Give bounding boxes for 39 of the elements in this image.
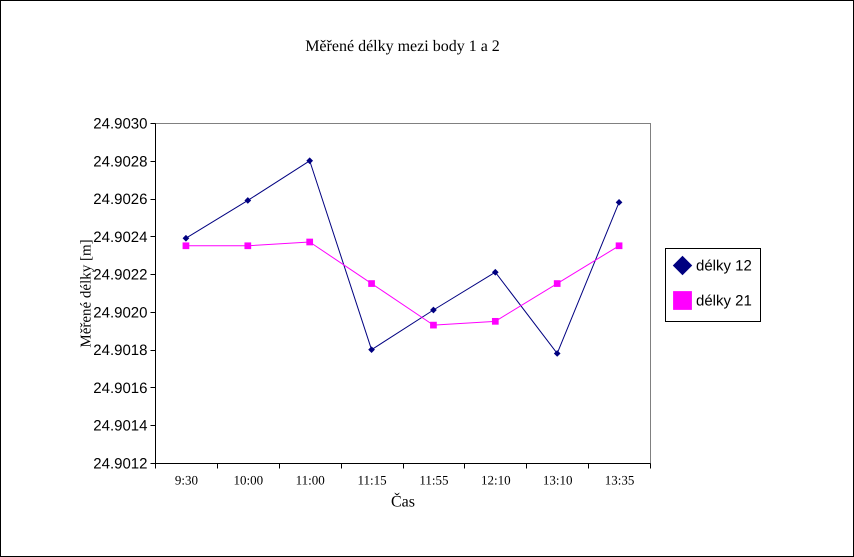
y-tick-label: 24.9024 xyxy=(93,228,148,246)
point xyxy=(306,238,314,246)
legend-label: délky 21 xyxy=(696,292,752,310)
x-tick-label: 13:35 xyxy=(604,472,634,488)
y-tick-label: 24.9020 xyxy=(93,304,148,322)
x-tick-label: 13:10 xyxy=(542,472,572,488)
y-tick-label: 24.9028 xyxy=(93,153,148,170)
point xyxy=(616,242,622,250)
point xyxy=(306,157,314,164)
y-axis-title: Měřené délky [m] xyxy=(78,239,94,348)
point xyxy=(244,197,252,204)
x-axis-title: Čas xyxy=(391,492,415,510)
y-tick-label: 24.9012 xyxy=(93,456,148,472)
x-tick-label: 9:30 xyxy=(174,472,198,488)
point xyxy=(430,322,437,328)
point xyxy=(492,268,499,276)
point xyxy=(182,234,190,242)
point xyxy=(554,350,561,357)
point xyxy=(492,318,499,325)
y-tick-label: 24.9016 xyxy=(93,380,148,397)
point xyxy=(244,242,252,250)
x-tick-label: 12:10 xyxy=(481,472,511,488)
x-tick-label: 11:00 xyxy=(296,472,325,488)
x-tick-label: 11:55 xyxy=(419,472,449,488)
chart-title: Měřené délky mezi body 1 a 2 xyxy=(305,38,500,55)
point xyxy=(368,346,375,354)
y-tick-label: 24.9022 xyxy=(93,266,148,284)
point xyxy=(182,242,190,250)
point xyxy=(554,280,561,287)
x-tick-label: 11:15 xyxy=(357,472,387,488)
legend-label: délky 12 xyxy=(696,258,752,274)
y-tick-label: 24.9014 xyxy=(93,418,148,435)
point xyxy=(616,198,622,206)
y-tick-label: 24.9030 xyxy=(93,116,148,132)
x-tick-label: 10:00 xyxy=(234,472,264,488)
point xyxy=(430,306,437,314)
y-tick-label: 24.9018 xyxy=(93,342,148,360)
point xyxy=(368,280,375,287)
y-tick-label: 24.9026 xyxy=(93,191,148,208)
